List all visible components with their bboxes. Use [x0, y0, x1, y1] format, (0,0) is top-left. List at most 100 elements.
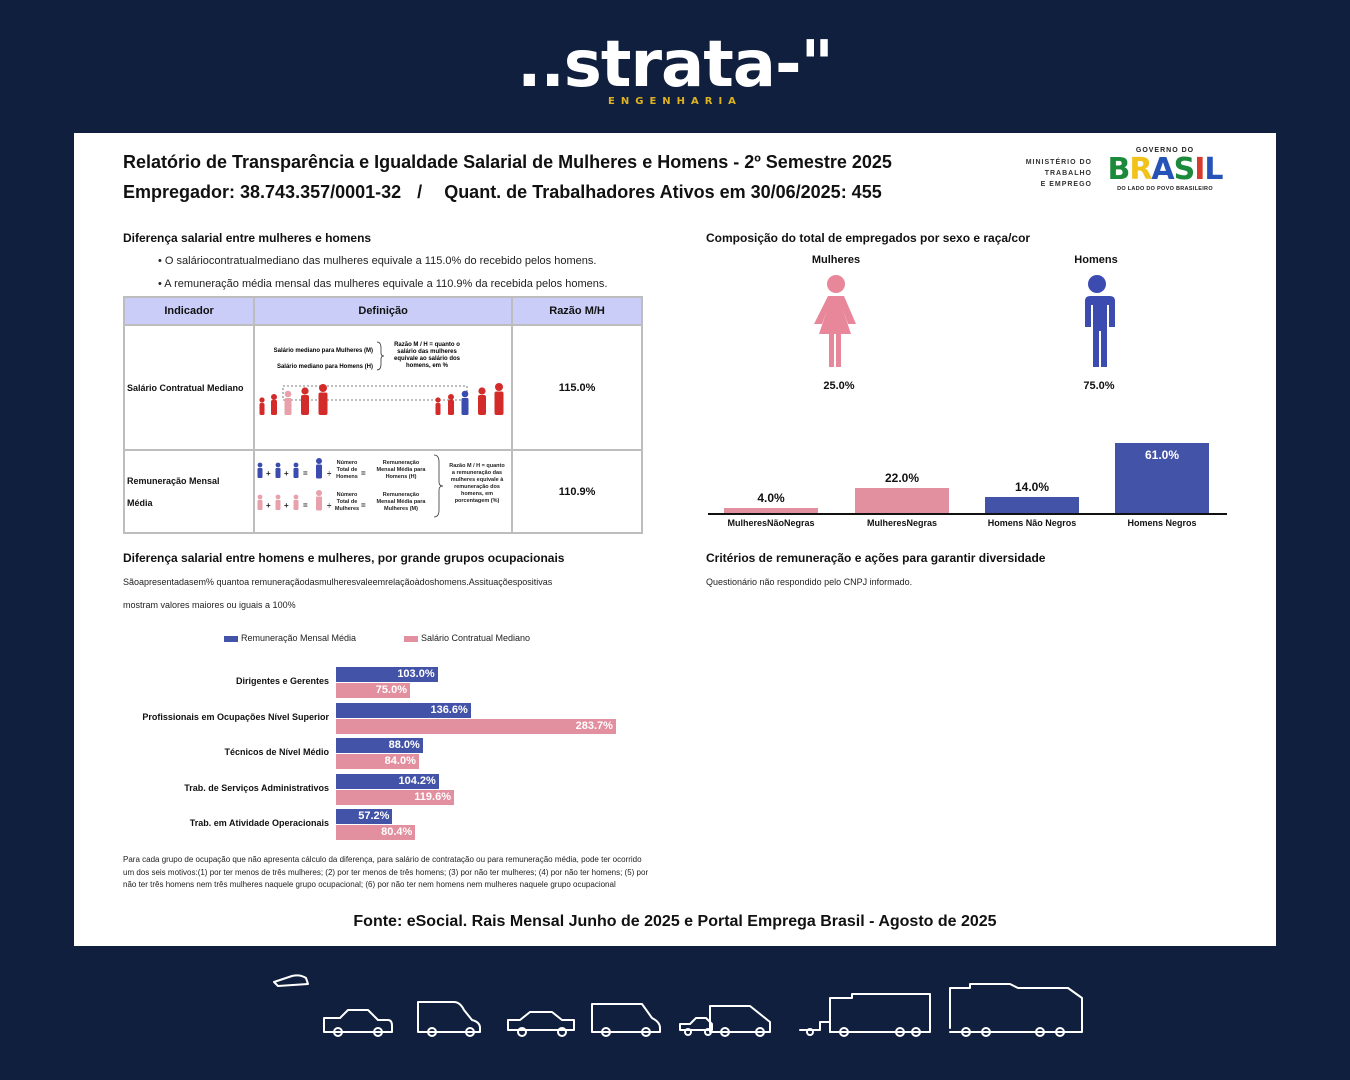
- table-row: Salário Contratual Mediano Salário media…: [122, 324, 643, 451]
- airplane-icon: [273, 974, 309, 987]
- col-ratio: Razão M/H: [511, 296, 643, 326]
- table-header-row: Indicador Definição Razão M/H: [122, 296, 643, 326]
- logo-subtitle: ENGENHARIA: [608, 96, 742, 107]
- note-line: remuneração dos: [454, 484, 500, 490]
- composition-title: Composição do total de empregados por se…: [706, 231, 1031, 245]
- salary-diff-title: Diferença salarial entre mulheres e home…: [123, 231, 372, 245]
- brasil-letter: R: [1129, 152, 1152, 187]
- diagram-note: equivale ao salário dos: [394, 356, 461, 362]
- avg-m-label: Mensal Média para: [377, 499, 427, 505]
- composition-category-label: MulheresNãoNegras: [727, 518, 815, 528]
- legend-swatch-blue: [224, 635, 238, 642]
- service-vans-icon: [679, 1005, 771, 1037]
- man-icon: [1084, 275, 1115, 367]
- count-m-label: Total de: [337, 499, 358, 505]
- diagram-note: salário das mulheres: [397, 349, 457, 355]
- legend-label: Salário Contratual Mediano: [421, 633, 531, 643]
- composition-value-label: 22.0%: [884, 470, 920, 485]
- report-subtitle: Empregador: 38.743.357/0001-32 / Quant. de…: [123, 182, 882, 203]
- women-figures-icon: [259, 394, 278, 415]
- remuneration-bar: 104.2%: [336, 773, 439, 789]
- average-note: Razão M / H = quanto a remuneração das m…: [449, 463, 505, 504]
- salary-bar: 75.0%: [336, 683, 410, 698]
- ministry-line: TRABALHO: [1044, 170, 1092, 177]
- svg-text:=: =: [303, 501, 308, 510]
- count-h-label: Homens: [336, 474, 358, 480]
- legend-salary: Salário Contratual Mediano: [404, 633, 530, 643]
- salary-bar: 80.4%: [336, 825, 416, 840]
- vehicles-illustration: [273, 974, 1083, 1037]
- women-figures-icon: [301, 384, 328, 415]
- occupational-title: Diferença salarial entre homens e mulher…: [123, 551, 565, 565]
- van-icon: [417, 1001, 481, 1037]
- svg-text:=: =: [303, 469, 308, 478]
- svg-text:+: +: [284, 469, 289, 478]
- brasil-logo: GOVERNO DO BRASIL DO LADO DO POVO BRASIL…: [1106, 147, 1224, 192]
- logo-wordmark: ..strata-": [517, 28, 834, 102]
- salary-bullet-median: • O saláriocontratualmediano das mulhere…: [158, 255, 597, 267]
- col-indicator: Indicador: [122, 296, 256, 326]
- remuneration-bar: 88.0%: [336, 738, 423, 753]
- definition-median-diagram: Salário mediano para Mulheres (M) Salári…: [253, 324, 514, 451]
- men-label: Homens: [1074, 254, 1118, 266]
- ministry-label: MINISTÉRIO DO TRABALHO E EMPREGO: [1016, 157, 1092, 190]
- brace-icon: [434, 454, 444, 518]
- title-separator: /: [417, 182, 423, 202]
- men-figures-icon: [478, 383, 504, 415]
- composition-category-label: Homens Negros: [1127, 518, 1197, 528]
- composition-bar: [855, 487, 949, 513]
- government-logo: MINISTÉRIO DO TRABALHO E EMPREGO GOVERNO…: [1016, 147, 1226, 203]
- table-row: Remuneração Mensal Média: [122, 449, 643, 534]
- ratio-average: 110.9%: [511, 449, 643, 534]
- brace-icon: [377, 341, 385, 371]
- diagram-note: homens, em %: [406, 363, 449, 369]
- remuneration-bar: 103.0%: [336, 667, 438, 682]
- count-h-label: Número: [337, 460, 358, 466]
- svg-text:=: =: [361, 501, 366, 510]
- women-sum-figures-icon: [257, 490, 323, 511]
- composition-value-label: 4.0%: [757, 491, 785, 506]
- salary-bullet-average: • A remuneração média mensal das mulhere…: [158, 278, 608, 290]
- indicator-name: Salário Contratual Mediano: [122, 324, 256, 451]
- men-sum-figures-icon: [257, 458, 323, 479]
- composition-value-label: 14.0%: [1014, 479, 1050, 494]
- indicator-name: Remuneração Mensal Média: [122, 449, 256, 534]
- ministry-line: MINISTÉRIO DO: [1025, 159, 1092, 166]
- occupation-label: Dirigentes e Gerentes: [235, 676, 329, 686]
- col-definition: Definição: [253, 296, 514, 326]
- indicator-table: Indicador Definição Razão M/H Salário Co…: [122, 296, 643, 534]
- pickup-icon: [507, 1011, 575, 1037]
- occupational-footnote: Para cada grupo de ocupação que não apre…: [123, 855, 649, 889]
- remuneration-bar: 57.2%: [336, 809, 393, 824]
- brasil-letter: A: [1151, 152, 1174, 187]
- avg-h-label: Mensal Média para: [377, 467, 427, 473]
- active-workers: Quant. de Trabalhadores Ativos em 30/06/…: [444, 182, 882, 202]
- legend-swatch-pink: [404, 635, 418, 642]
- composition-value-label: 61.0%: [1144, 448, 1180, 462]
- count-h-label: Total de: [337, 467, 358, 473]
- svg-text:+: +: [284, 501, 289, 510]
- composition-bar: [985, 496, 1079, 513]
- avg-m-label: Mulheres (M): [384, 506, 418, 512]
- brasil-letter: L: [1204, 152, 1223, 187]
- employer-id: Empregador: 38.743.357/0001-32: [123, 182, 402, 202]
- data-source: Fonte: eSocial. Rais Mensal Junho de 202…: [353, 913, 997, 930]
- count-labels: Número Total de Homens Número Total de M…: [335, 460, 426, 512]
- avg-h-label: Remuneração: [383, 460, 420, 466]
- women-percent: 25.0%: [823, 380, 855, 392]
- composition-bar: [724, 508, 818, 513]
- gov-slogan: DO LADO DO POVO BRASILEIRO: [1117, 186, 1213, 192]
- ratio-median: 115.0%: [511, 324, 643, 451]
- diagram-text-men: Salário mediano para Homens (H): [277, 364, 373, 370]
- car-icon: [323, 1009, 393, 1037]
- ministry-line: E EMPREGO: [1040, 181, 1092, 188]
- remuneration-bar: 136.6%: [336, 702, 471, 718]
- indicator-line: Média: [127, 497, 153, 508]
- report-card: Relatório de Transparência e Igualdade S…: [74, 133, 1276, 946]
- count-m-label: Número: [337, 492, 358, 498]
- occupation-label: Trab. em Atividade Operacionais: [189, 818, 329, 828]
- diagram-note: Razão M / H = quanto o: [394, 342, 460, 348]
- truck-icon: [799, 993, 931, 1037]
- svg-text:+: +: [266, 469, 271, 478]
- occupation-label: Técnicos de Nível Médio: [224, 747, 329, 757]
